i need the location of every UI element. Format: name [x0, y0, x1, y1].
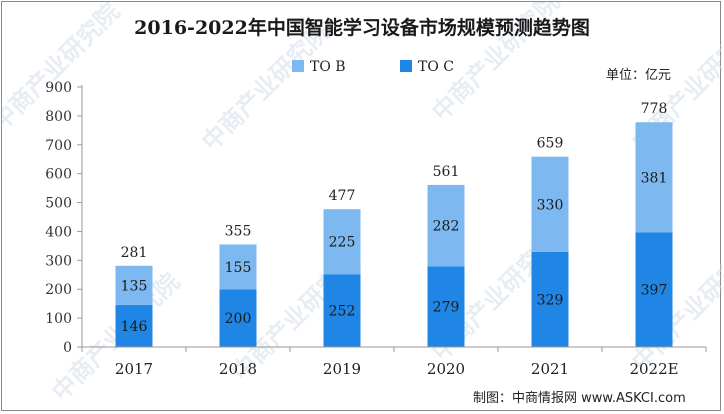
- chart-title: 2016-2022年中国智能学习设备市场规模预测趋势图: [134, 16, 590, 39]
- bar-segment-label: 225: [329, 235, 356, 251]
- bar-segment-label: 381: [641, 170, 668, 186]
- bar-segment: [219, 289, 257, 347]
- bar-total-label: 778: [641, 101, 668, 117]
- bar-segment: [635, 232, 673, 347]
- bar-segment: [531, 156, 569, 252]
- y-tick-label: 700: [45, 138, 72, 154]
- watermark-layer: 中商产业研究院 中商产业研究院中商产业研究院中商产业研究院中商产业研究院中商产业研…: [2, 2, 722, 406]
- y-tick-label: 200: [45, 282, 72, 298]
- bar-segment: [323, 209, 361, 275]
- bar-segment-label: 279: [433, 300, 460, 316]
- bars: 146 135 281 200 155 355 252 225 477 279 282 561 329 3…: [115, 101, 673, 347]
- legend: TO B TO C: [292, 59, 454, 75]
- bar-segment: [635, 122, 673, 233]
- bar-segment: [323, 274, 361, 347]
- x-tick-label: 2017: [115, 360, 153, 378]
- y-tick-label: 500: [45, 196, 72, 212]
- x-tick-label: 2022E: [629, 360, 678, 378]
- bar-total-label: 477: [329, 188, 356, 204]
- bar-segment-label: 282: [433, 219, 460, 235]
- y-tick-label: 900: [45, 80, 72, 96]
- legend-label: TO C: [418, 59, 454, 75]
- bar-segment-label: 135: [121, 278, 148, 294]
- bar-segment-label: 397: [641, 283, 668, 299]
- y-tick-label: 0: [63, 340, 72, 356]
- legend-label: TO B: [310, 59, 346, 75]
- x-tick-label: 2019: [323, 360, 361, 378]
- x-tick-label: 2020: [427, 360, 465, 378]
- bar-segment-label: 329: [537, 292, 564, 308]
- x-axis: 2017 2018 2019 2020 2021 2022E: [81, 346, 707, 378]
- bar-segment-label: 330: [537, 197, 564, 213]
- y-tick-label: 800: [45, 109, 72, 125]
- x-tick-label: 2021: [531, 360, 569, 378]
- legend-swatch: [292, 60, 304, 72]
- unit-label: 单位：亿元: [606, 68, 671, 83]
- bar-segment: [427, 266, 465, 347]
- bar-segment-label: 155: [225, 260, 252, 276]
- bar-segment: [427, 184, 465, 267]
- bar-segment-label: 200: [225, 311, 252, 327]
- bar-segment-label: 252: [329, 304, 356, 320]
- x-tick-label: 2018: [219, 360, 257, 378]
- y-tick-label: 300: [45, 253, 72, 269]
- bar-total-label: 281: [121, 245, 148, 261]
- y-axis: 0 100 200 300 400 500 600 700 800 900: [45, 80, 83, 356]
- y-tick-label: 100: [45, 311, 72, 327]
- y-tick-label: 400: [45, 224, 72, 240]
- bar-segment: [115, 304, 153, 347]
- y-tick-label: 600: [45, 167, 72, 183]
- bar-total-label: 355: [225, 223, 252, 239]
- bar-segment: [219, 244, 257, 290]
- bar-segment: [115, 265, 153, 305]
- source-credit: 制图：中商情报网 www.ASKCI.com: [473, 391, 686, 406]
- bar-segment-label: 146: [121, 319, 148, 335]
- bar-total-label: 659: [537, 136, 564, 152]
- legend-swatch: [400, 60, 412, 72]
- bar-total-label: 561: [433, 164, 460, 180]
- bar-segment: [531, 251, 569, 347]
